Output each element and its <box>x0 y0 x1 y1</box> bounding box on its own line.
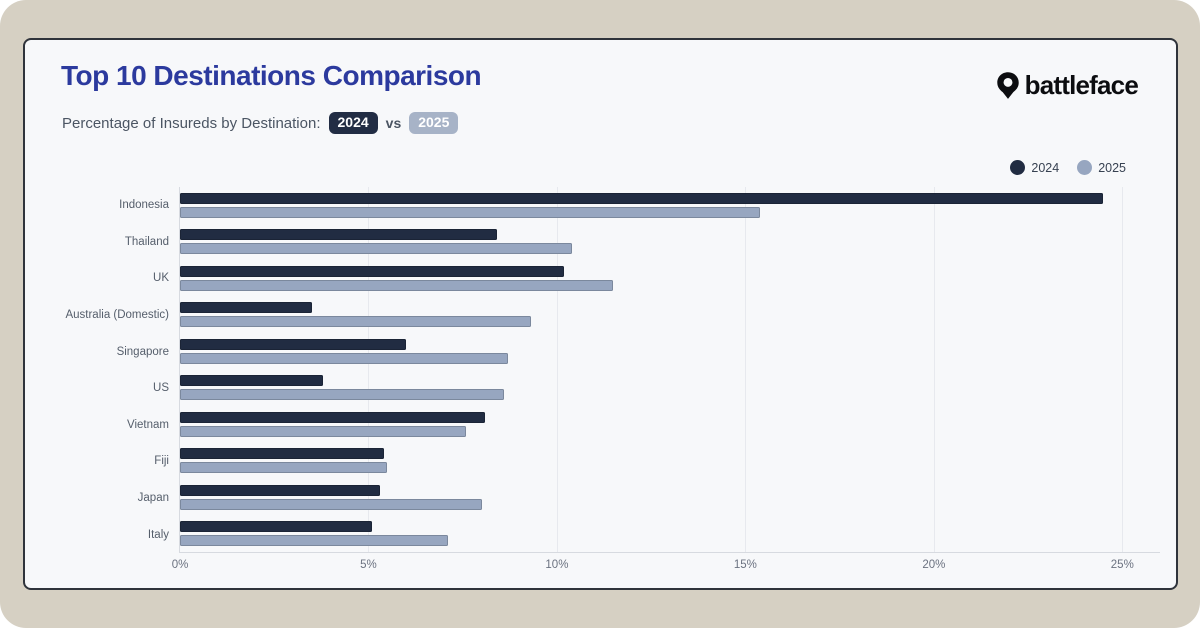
bar-rows <box>180 187 1160 552</box>
category-label: UK <box>153 272 169 285</box>
category-label: Italy <box>147 528 169 541</box>
bar-2025 <box>180 352 508 364</box>
chart-row <box>180 406 1160 443</box>
bar-2024 <box>180 338 407 350</box>
bar-2025 <box>180 498 482 510</box>
legend-item-2024[interactable]: 2024 <box>1010 160 1059 175</box>
category-label: Japan <box>137 492 169 505</box>
bar-2024 <box>180 375 324 387</box>
bar-2025 <box>180 243 572 255</box>
x-tick-label: 15% <box>733 559 757 571</box>
x-tick-label: 10% <box>545 559 569 571</box>
bar-2025 <box>180 462 388 474</box>
page-title: Top 10 Destinations Comparison <box>61 60 482 91</box>
bar-2024 <box>180 265 565 277</box>
bar-2024 <box>180 411 486 423</box>
gridline <box>745 187 747 552</box>
bar-2024 <box>180 448 384 460</box>
bar-2024 <box>180 302 312 314</box>
bar-2024 <box>180 484 380 496</box>
bar-2024 <box>180 192 1104 204</box>
category-label: Vietnam <box>127 418 169 431</box>
bar-2025 <box>180 316 531 328</box>
badge-2025: 2025 <box>409 112 459 135</box>
chart-row <box>180 297 1160 334</box>
bar-2024 <box>180 229 497 241</box>
x-tick-label: 20% <box>922 559 946 571</box>
bar-2025 <box>180 425 467 437</box>
bar-2025 <box>180 206 761 218</box>
brand-logo: battleface <box>996 70 1139 101</box>
category-label: Thailand <box>124 235 169 248</box>
legend-label-2025: 2025 <box>1098 160 1126 175</box>
chart-row <box>180 443 1160 480</box>
category-labels: Indonesia Thailand UK Australia (Domestic) S… <box>47 187 179 553</box>
x-tick-label: 25% <box>1110 559 1134 571</box>
subtitle-text: Percentage of Insureds by Destination: <box>62 114 321 132</box>
gridline <box>556 187 558 552</box>
chart-row <box>180 333 1160 370</box>
legend-label-2024: 2024 <box>1031 160 1060 175</box>
bar-2025 <box>180 279 614 291</box>
gridline <box>933 187 935 552</box>
x-tick-label: 5% <box>360 559 377 571</box>
legend-dot-2024 <box>1010 160 1026 175</box>
map-pin-icon <box>996 71 1020 101</box>
plot-area: 0% 5% 10% 15% 20% 25% <box>172 187 1160 571</box>
gridline <box>368 187 370 552</box>
chart-legend: 2024 2025 <box>1010 160 1126 175</box>
x-tick-label: 0% <box>171 559 189 571</box>
chart-row <box>180 479 1160 516</box>
brand-name: battleface <box>1024 70 1139 100</box>
bar-2025 <box>180 389 505 401</box>
legend-item-2025[interactable]: 2025 <box>1077 160 1126 175</box>
category-label: Fiji <box>154 455 169 468</box>
category-label: US <box>153 382 169 395</box>
x-axis-ticks: 0% 5% 10% 15% 20% 25% <box>172 552 1160 576</box>
chart-row <box>180 516 1160 553</box>
category-label: Australia (Domestic) <box>65 309 169 322</box>
legend-dot-2025 <box>1077 160 1093 175</box>
subtitle: Percentage of Insureds by Destination: 2… <box>62 112 459 135</box>
bar-2025 <box>180 535 448 547</box>
vs-label: vs <box>385 115 402 132</box>
chart-card: Top 10 Destinations Comparison Percentag… <box>23 38 1178 590</box>
chart-row <box>180 224 1160 261</box>
chart-row <box>180 370 1160 407</box>
chart-row <box>180 187 1160 224</box>
badge-2024: 2024 <box>328 112 378 135</box>
chart-row <box>180 260 1160 297</box>
gridline <box>1122 187 1124 552</box>
category-label: Singapore <box>116 345 169 358</box>
category-label: Indonesia <box>119 199 169 212</box>
bar-chart: Indonesia Thailand UK Australia (Domestic) S… <box>47 187 1160 571</box>
bar-2024 <box>180 521 373 533</box>
